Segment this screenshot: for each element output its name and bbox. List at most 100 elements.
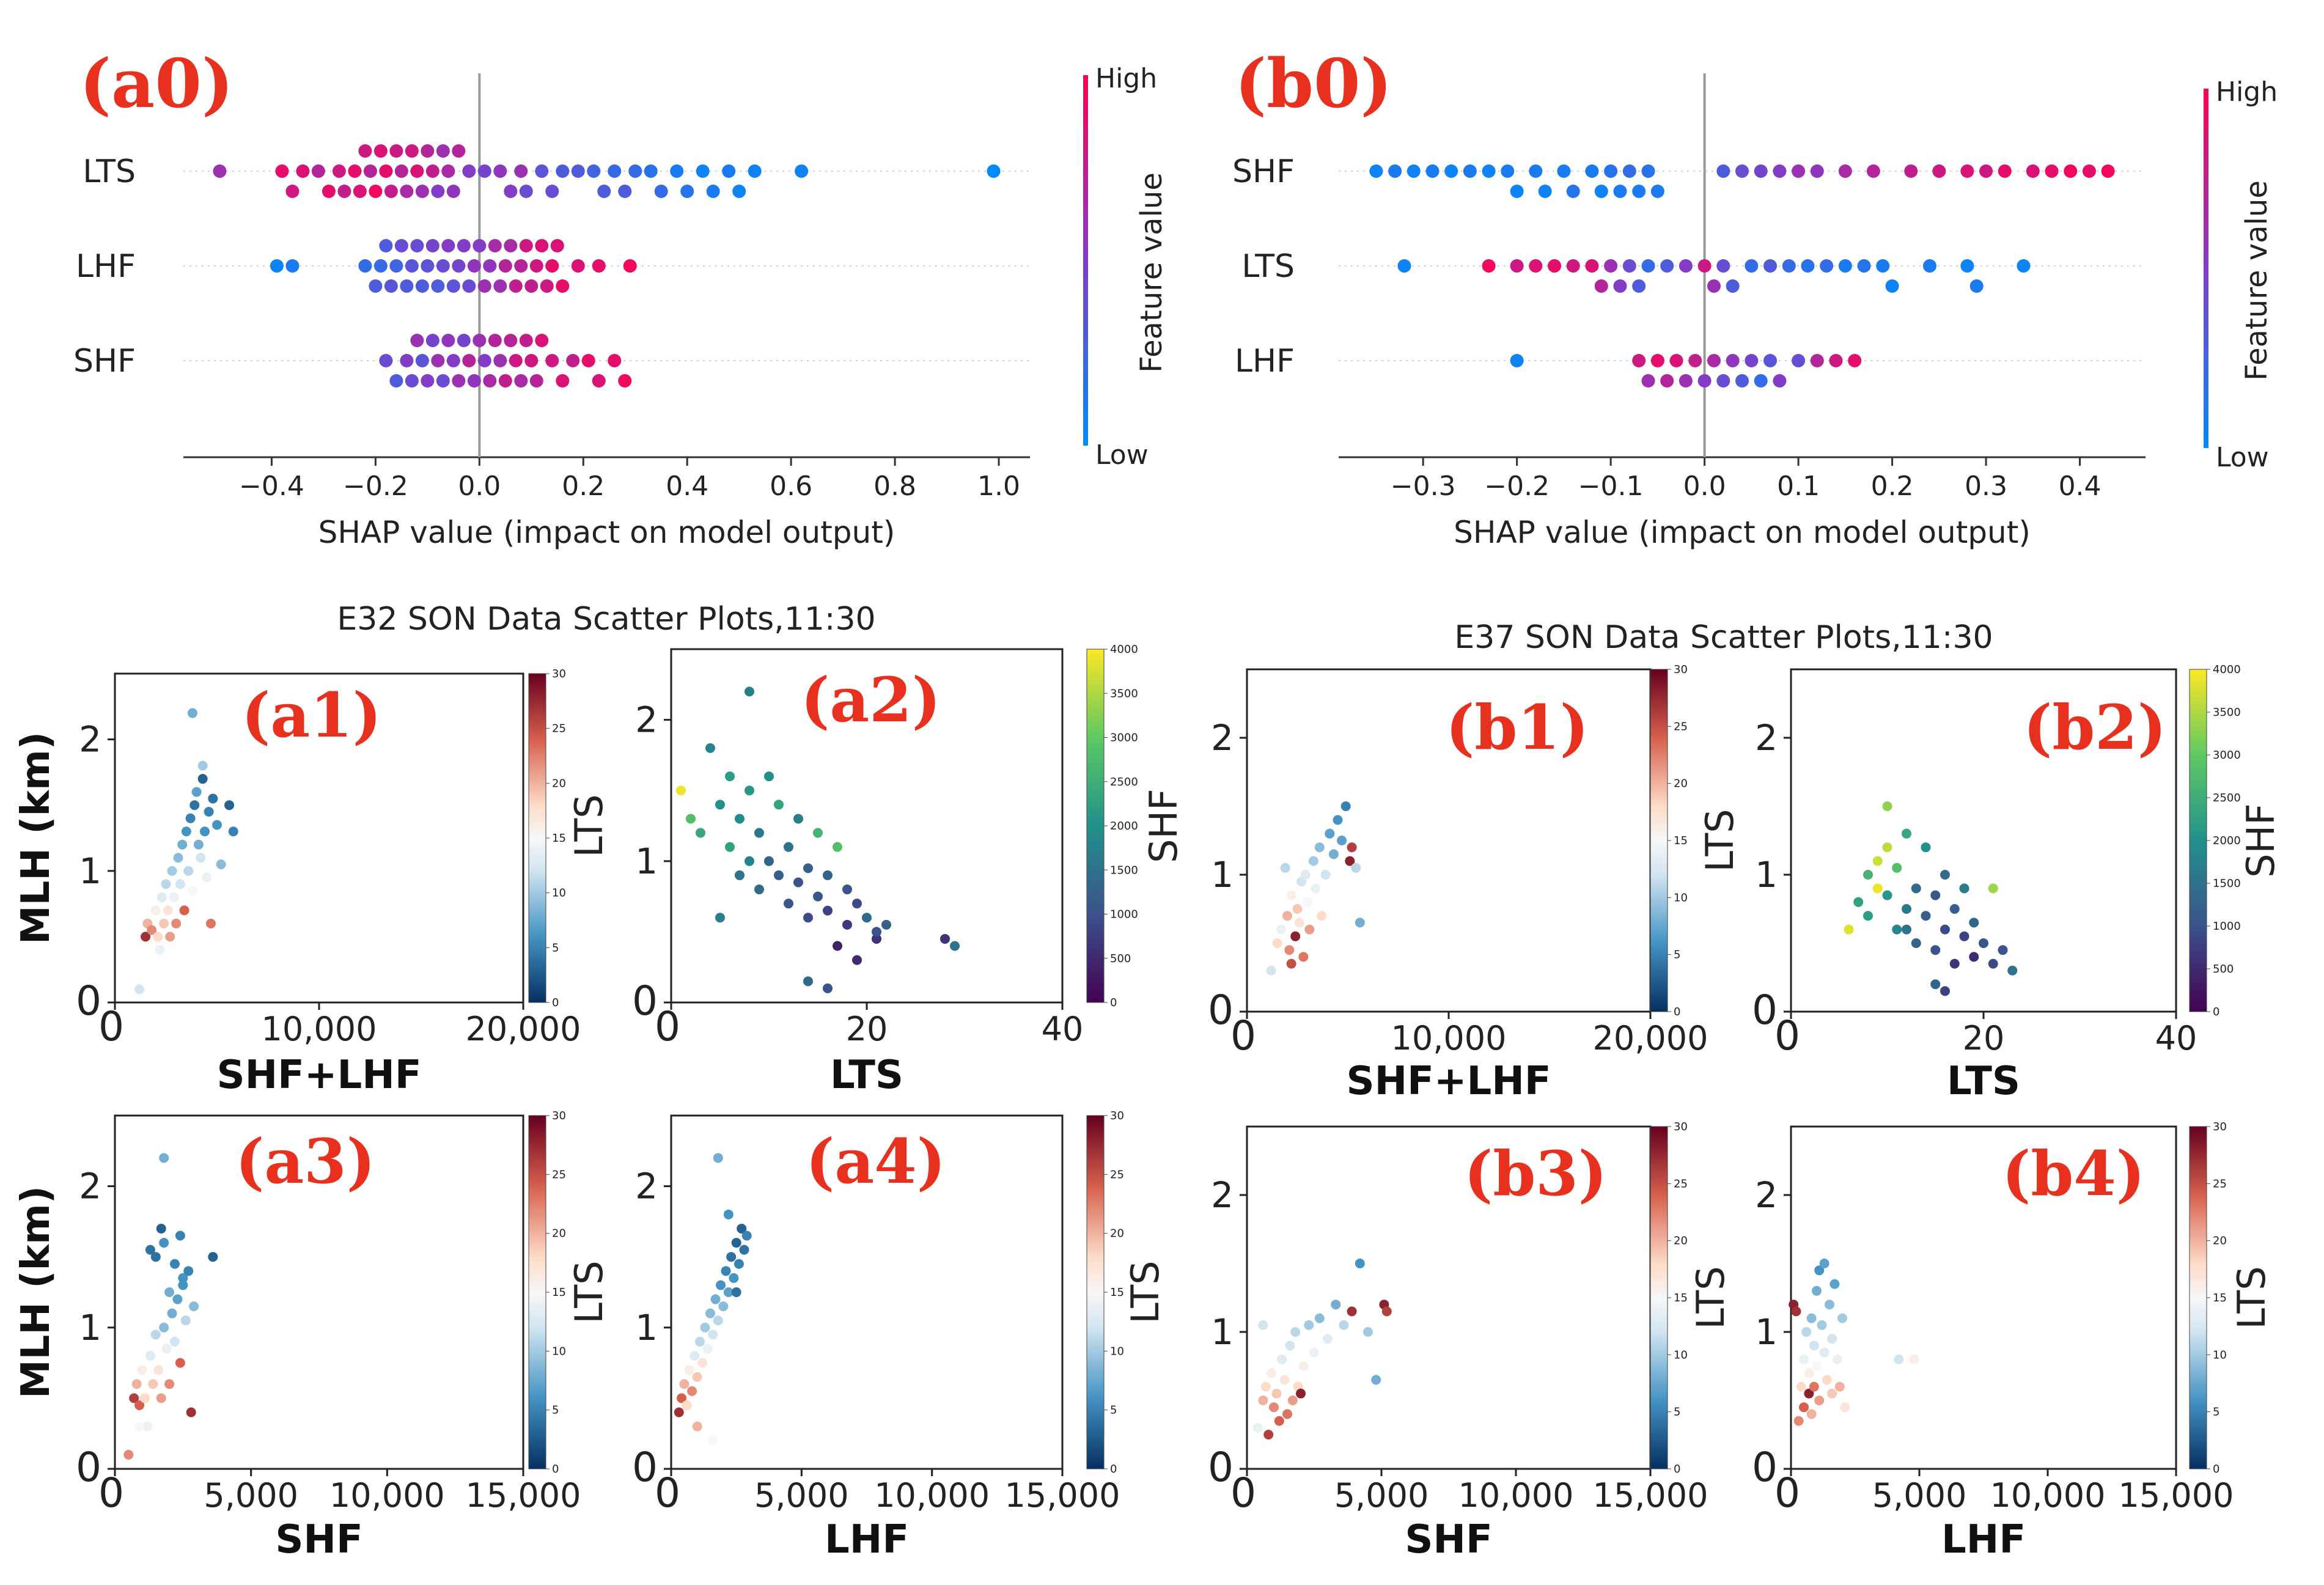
scatter-colorbar-tick-label: 10 <box>552 1345 566 1358</box>
scatter-point <box>197 760 208 771</box>
shap-dot-shf <box>1529 164 1543 178</box>
scatter-colorbar-tick-label: 30 <box>1110 1109 1124 1122</box>
shap-dot-lhf <box>509 279 523 293</box>
scatter-point <box>169 1336 180 1347</box>
scatter-point <box>1822 1375 1832 1385</box>
shap-dot-lhf <box>535 239 549 252</box>
scatter-point <box>1287 1396 1298 1405</box>
scatter-point <box>224 800 235 811</box>
scatter-point <box>710 1294 721 1304</box>
scatter-point <box>694 1336 705 1347</box>
scatter-point <box>1317 911 1327 921</box>
shap-x-tick-label: −0.4 <box>239 471 304 502</box>
shap-dot-shf <box>389 374 403 388</box>
shap-dot-shf <box>1482 164 1496 178</box>
shap-dot-shf <box>592 374 606 388</box>
shap-dot-shf <box>556 374 570 388</box>
shap-dot-lhf <box>1848 354 1862 367</box>
shap-dot-shf <box>1754 164 1768 178</box>
scatter-colorbar-tick-label: 1000 <box>1110 908 1138 921</box>
suptitle-e37: E37 SON Data Scatter Plots,11:30 <box>1454 619 1993 656</box>
scatter-point <box>161 879 171 889</box>
shap-dot-lts <box>363 164 377 178</box>
scatter-point <box>1304 1320 1314 1330</box>
scatter-point <box>696 828 705 838</box>
scatter-point <box>700 1322 710 1333</box>
shap-dot-lhf <box>477 279 491 293</box>
shap-dot-lhf <box>504 239 518 252</box>
shap-dot-lts <box>987 164 1001 178</box>
shap-dot-lhf <box>431 279 445 293</box>
scatter-point <box>163 905 173 916</box>
scatter-x-tick-label: 0 <box>1230 1469 1256 1517</box>
scatter-colorbar-tick-label: 5 <box>1674 1406 1680 1419</box>
shap-dot-lts <box>285 185 300 198</box>
scatter-y-axis-label: MLH (km) <box>13 732 59 944</box>
shap-dot-shf <box>2064 164 2078 178</box>
scatter-point <box>718 1301 729 1312</box>
scatter-point <box>1280 862 1290 873</box>
shap-dot-shf <box>477 354 491 367</box>
scatter-point <box>183 1266 194 1276</box>
shap-dot-shf <box>1369 164 1383 178</box>
shap-dot-lts <box>1716 259 1730 273</box>
scatter-point <box>181 826 191 837</box>
scatter-colorbar-tick-label: 30 <box>552 1109 566 1122</box>
shap-dot-shf <box>405 374 419 388</box>
scatter-colorbar <box>1650 669 1668 1012</box>
scatter-axes-frame <box>1790 1125 2177 1470</box>
scatter-point <box>131 1379 142 1389</box>
scatter-point <box>1325 828 1335 839</box>
scatter-point <box>1290 931 1301 941</box>
scatter-point <box>881 919 891 930</box>
scatter-y-origin-label: 0 <box>632 977 658 1024</box>
scatter-point <box>1940 986 1950 996</box>
shap-x-tick-label: 0.3 <box>1965 471 2007 502</box>
shap-dot-shf <box>1932 164 1946 178</box>
shap-dot-lhf <box>1650 354 1664 367</box>
shap-dot-lhf <box>529 259 543 273</box>
scatter-colorbar-tick-label: 15 <box>552 832 566 845</box>
scatter-colorbar-tick-label: 20 <box>552 777 566 790</box>
shap-dot-shf <box>1866 164 1880 178</box>
shap-dot-shf <box>1613 185 1627 198</box>
scatter-point <box>186 1407 196 1418</box>
scatter-point <box>842 919 852 930</box>
shap-dot-lts <box>1969 279 1984 293</box>
scatter-point <box>1331 1300 1341 1310</box>
scatter-point <box>754 884 764 895</box>
shap-dot-lhf <box>473 239 487 252</box>
scatter-point <box>726 1252 737 1262</box>
scatter-point <box>169 892 179 902</box>
scatter-point <box>1347 1306 1357 1317</box>
scatter-point <box>1314 842 1325 853</box>
scatter-point <box>159 1153 169 1163</box>
shap-dot-lts <box>353 185 367 198</box>
scatter-point <box>1812 1361 1822 1371</box>
shap-dot-lts <box>1763 259 1778 273</box>
shap-dot-lhf <box>550 239 564 252</box>
shap-dot-lts <box>654 185 668 198</box>
scatter-x-tick-label: 0 <box>98 1469 124 1517</box>
scatter-panel-b2: 0 20 40120LTSLTS05001000150020002500300035… <box>1697 663 2283 1104</box>
shap-dot-lts <box>1613 279 1627 293</box>
shap-dot-lts <box>670 164 684 178</box>
scatter-point <box>684 1365 694 1375</box>
scatter-point <box>196 853 206 863</box>
shap-colorbar-low: Low <box>2216 442 2269 473</box>
shap-dot-shf <box>473 334 487 347</box>
shap-dot-shf <box>2026 164 2040 178</box>
scatter-point <box>852 899 862 909</box>
scatter-colorbar-tick-label: 20 <box>1110 1227 1124 1240</box>
shap-dot-lhf <box>1810 354 1824 367</box>
shap-dot-lts <box>421 144 435 158</box>
shap-dot-lhf <box>410 239 424 252</box>
shap-feature-label: LTS <box>1241 248 1295 285</box>
scatter-point <box>185 813 196 823</box>
shap-dot-lhf <box>358 259 372 273</box>
scatter-point <box>1930 979 1941 990</box>
shap-colorbar-high: High <box>1095 63 1157 94</box>
scatter-colorbar-tick-label: 25 <box>1674 1177 1688 1190</box>
shap-dot-lhf <box>488 239 502 252</box>
shap-dot-lhf <box>285 259 300 273</box>
